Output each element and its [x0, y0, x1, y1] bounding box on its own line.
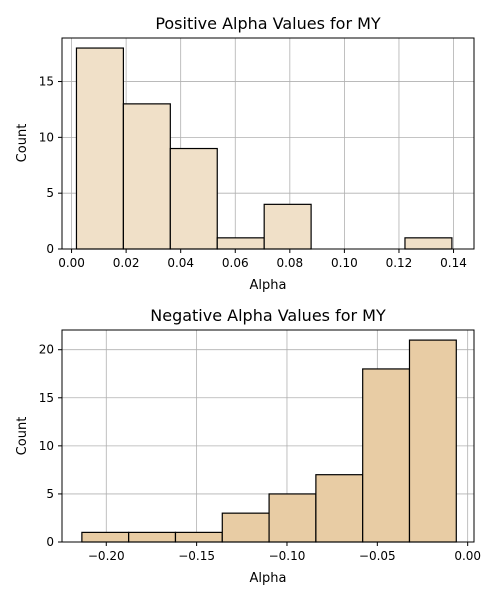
- histogram-bar: [315, 474, 364, 543]
- y-axis-label: Count: [15, 417, 30, 456]
- histogram-bar: [221, 512, 270, 543]
- histogram-bar: [408, 339, 457, 543]
- axes: 0.00 0.02 0.04 0.06 0.08 0.10 0.12 0.14 0 5 10 15: [39, 37, 475, 270]
- x-axis-label: Alpha: [250, 278, 287, 293]
- y-tick-label: 10: [39, 439, 54, 453]
- chart-title: Negative Alpha Values for MY: [150, 306, 386, 325]
- plot-frame: [61, 37, 475, 250]
- x-tick-label: −0.05: [359, 549, 396, 563]
- y-axis-label: Count: [15, 124, 30, 163]
- y-tick-label: 0: [46, 242, 54, 256]
- x-tick-label: 0.10: [331, 256, 358, 270]
- x-tick-label: 0.14: [440, 256, 467, 270]
- histogram-bar: [362, 368, 411, 543]
- x-tick-label: −0.20: [88, 549, 125, 563]
- histogram-bar: [81, 531, 130, 543]
- y-tick-label: 10: [39, 130, 54, 144]
- bars: [81, 339, 457, 543]
- x-tick-label: 0.04: [167, 256, 194, 270]
- histogram-bar: [174, 531, 223, 543]
- bars: [75, 47, 453, 250]
- y-tick-label: 5: [46, 487, 54, 501]
- histogram-bar: [128, 531, 177, 543]
- x-tick-label: 0.08: [276, 256, 303, 270]
- y-tick-label: 20: [39, 343, 54, 357]
- y-tick-label: 15: [39, 75, 54, 89]
- axes: −0.20 −0.15 −0.10 −0.05 0.00 0 5 10 15 20: [39, 329, 481, 563]
- x-tick-label: −0.15: [178, 549, 215, 563]
- x-tick-label: 0.06: [222, 256, 249, 270]
- histogram-bar: [75, 47, 124, 250]
- histogram-bar: [404, 237, 453, 250]
- x-axis-label: Alpha: [250, 571, 287, 586]
- plot-frame: [61, 329, 475, 543]
- histogram-bar: [263, 203, 312, 250]
- histogram-bar: [216, 237, 265, 250]
- y-tick-label: 0: [46, 535, 54, 549]
- histogram-bar: [122, 103, 171, 250]
- chart-title: Positive Alpha Values for MY: [155, 14, 381, 33]
- y-tick-label: 5: [46, 186, 54, 200]
- x-tick-label: 0.00: [58, 256, 85, 270]
- histogram-bar: [268, 493, 317, 543]
- histogram-bar: [169, 147, 218, 250]
- positive-alpha-histogram: Positive Alpha Values for MY Alpha Count…: [15, 14, 475, 293]
- x-tick-label: 0.02: [113, 256, 140, 270]
- negative-alpha-histogram: Negative Alpha Values for MY Alpha Count…: [15, 306, 481, 586]
- x-tick-label: 0.00: [454, 549, 481, 563]
- y-tick-label: 15: [39, 391, 54, 405]
- x-tick-label: 0.12: [386, 256, 413, 270]
- x-tick-label: −0.10: [269, 549, 306, 563]
